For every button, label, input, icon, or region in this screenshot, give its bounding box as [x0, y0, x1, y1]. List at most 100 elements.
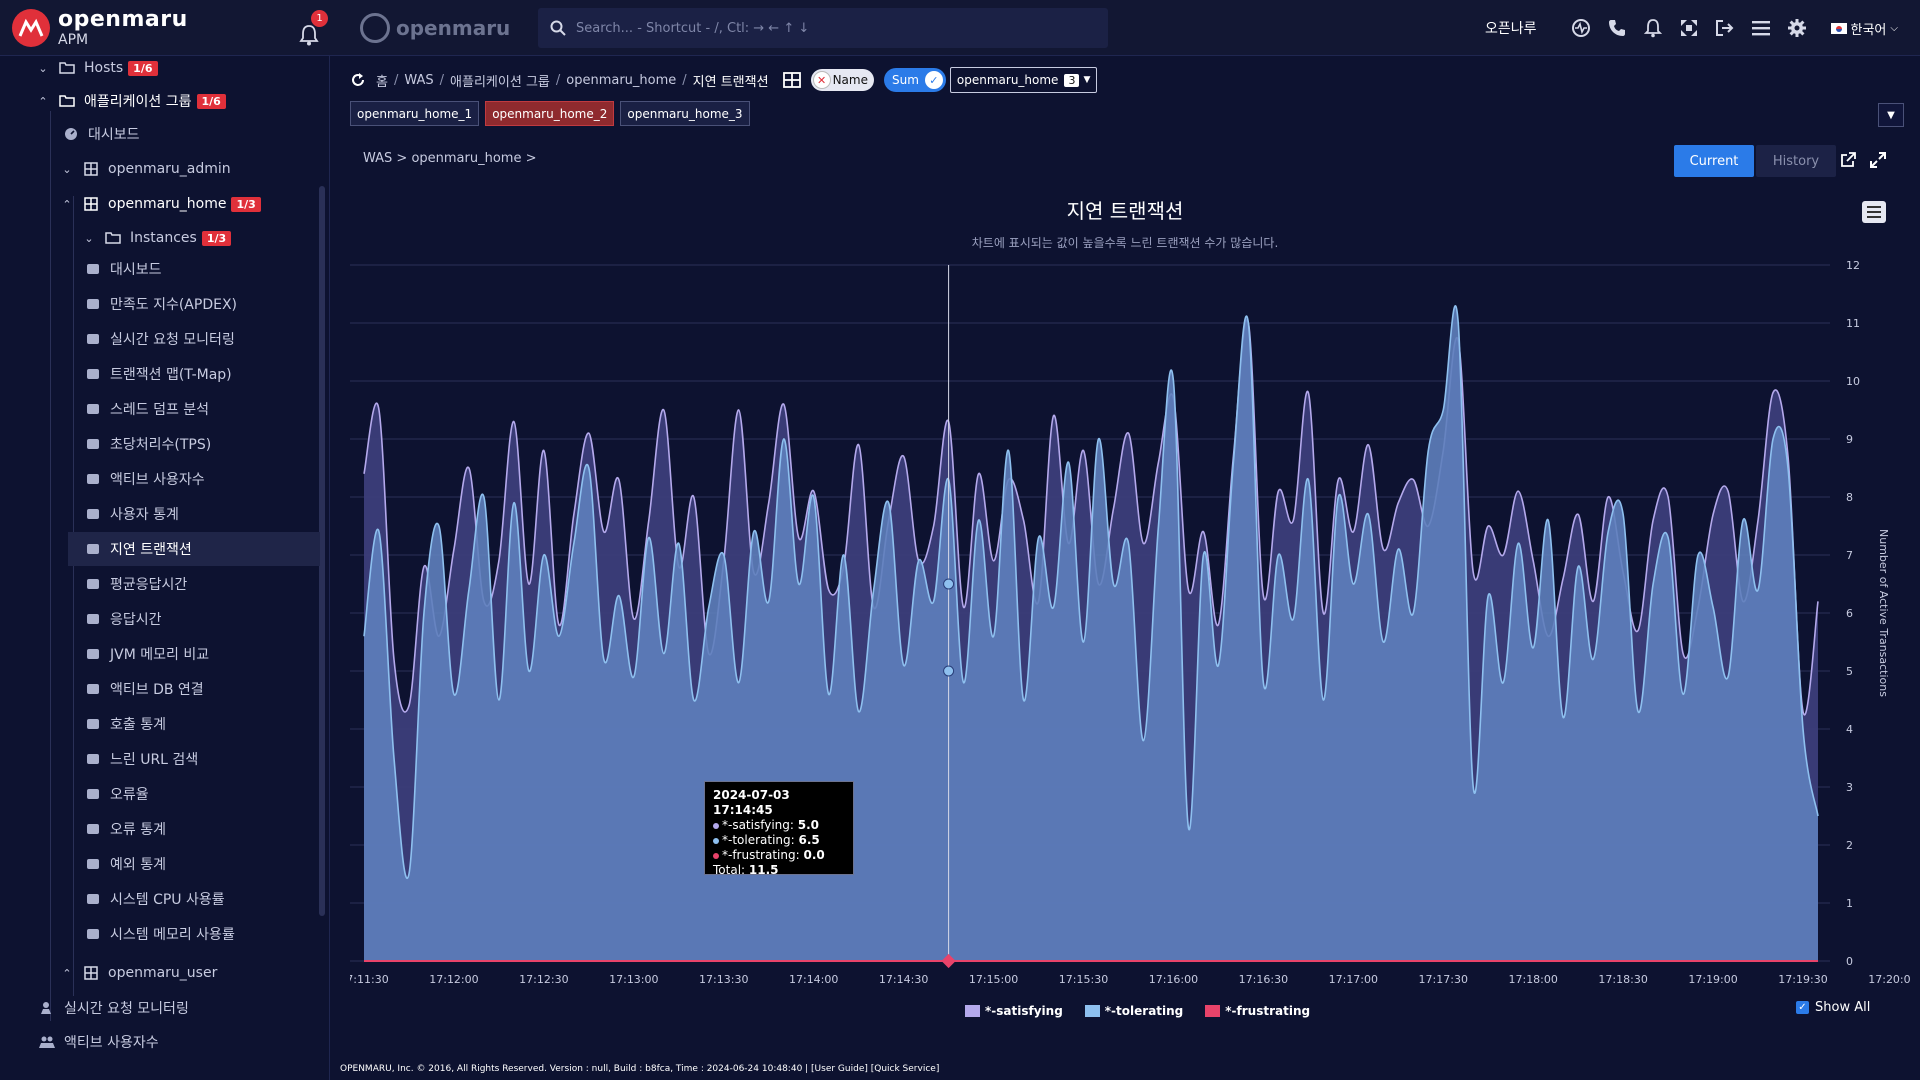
x-tick-label: 17:17:00: [1329, 973, 1378, 986]
sidebar-item-group-dashboard[interactable]: 대시보드: [62, 117, 140, 151]
history-button[interactable]: History: [1756, 145, 1836, 177]
sidebar-menu-item[interactable]: 느린 URL 검색: [68, 742, 320, 776]
sidebar-item-label: 액티브 사용자수: [64, 1035, 159, 1051]
phone-button[interactable]: [1599, 0, 1635, 56]
sidebar-menu-item[interactable]: 호출 통계: [68, 707, 320, 741]
legend-item-satisfying[interactable]: *-satisfying: [965, 1004, 1063, 1018]
sidebar-item-label: 사용자 통계: [110, 507, 179, 523]
instance-tab[interactable]: openmaru_home_1: [350, 101, 480, 126]
sidebar-item-label: 지연 트랜잭션: [110, 542, 192, 558]
sum-toggle[interactable]: Sum ✓: [883, 68, 946, 92]
sidebar-item-openmaru-admin[interactable]: ⌄ openmaru_admin: [60, 152, 230, 186]
instance-tab[interactable]: openmaru_home_3: [620, 101, 750, 126]
sidebar-menu-item[interactable]: 오류 통계: [68, 812, 320, 846]
caret-down-icon: ▼: [1083, 75, 1091, 85]
x-tick-label: 17:17:30: [1419, 973, 1468, 986]
sidebar-item-label: 대시보드: [88, 127, 140, 143]
show-all-checkbox[interactable]: ✓ Show All: [1796, 1000, 1870, 1015]
sidebar-menu-item[interactable]: 지연 트랜잭션: [68, 532, 320, 566]
sidebar-item-hosts[interactable]: ⌄ Hosts 1/6: [36, 56, 158, 85]
sidebar-scrollbar[interactable]: [319, 186, 325, 916]
sidebar-item-label: 오류 통계: [110, 822, 166, 838]
chart-menu-button[interactable]: [1862, 201, 1886, 223]
app-logo[interactable]: openmaru APM 1: [12, 8, 328, 47]
sidebar-menu-item[interactable]: 응답시간: [68, 602, 320, 636]
status-badge: 1/6: [128, 60, 158, 76]
legend-item-tolerating[interactable]: *-tolerating: [1084, 1004, 1183, 1018]
sidebar-menu-item[interactable]: 만족도 지수(APDEX): [68, 287, 320, 321]
chevron-down-icon: ⌄: [84, 231, 94, 245]
sidebar-item-active-users[interactable]: 액티브 사용자수: [38, 1025, 159, 1059]
sidebar-menu-item[interactable]: 예외 통계: [68, 847, 320, 881]
sidebar-menu-item[interactable]: 액티브 사용자수: [68, 462, 320, 496]
notification-button[interactable]: 1: [297, 9, 328, 45]
sidebar-item-realtime-monitoring[interactable]: 실시간 요청 모니터링: [38, 991, 189, 1025]
sidebar-item-label: 트랜잭션 맵(T-Map): [110, 367, 232, 383]
sidebar-menu-item[interactable]: 스레드 덤프 분석: [68, 392, 320, 426]
sidebar-item-openmaru-user[interactable]: ⌃ openmaru_user: [60, 956, 217, 990]
breadcrumb-app-group[interactable]: 애플리케이션 그룹: [450, 74, 550, 90]
x-tick-label: 17:13:30: [699, 973, 748, 986]
status-badge: 1/3: [231, 196, 261, 212]
alarm-button[interactable]: [1635, 0, 1671, 56]
series-line-satisfying: [363, 319, 1819, 716]
series-line-tolerating: [363, 305, 1819, 879]
name-toggle[interactable]: ✕ Name: [810, 69, 874, 91]
bell-icon: [299, 24, 319, 45]
users-icon: [38, 1035, 56, 1049]
fullscreen-button[interactable]: [1870, 152, 1886, 172]
y-tick-label: 12: [1846, 259, 1860, 272]
sidebar-menu-item[interactable]: 트랜잭션 맵(T-Map): [68, 357, 320, 391]
sidebar-item-instances[interactable]: ⌄ Instances 1/3: [82, 221, 232, 255]
tooltip-time: 2024-07-03 17:14:45: [713, 788, 790, 817]
search-input[interactable]: [576, 20, 1076, 36]
logout-button[interactable]: [1707, 0, 1743, 56]
sidebar-menu-item[interactable]: 평균응답시간: [68, 567, 320, 601]
tooltip-series-name: *-satisfying: [722, 818, 790, 832]
breadcrumb-was[interactable]: WAS: [404, 72, 434, 88]
hover-point-tolerating: [943, 578, 955, 590]
tps-icon: [84, 437, 102, 451]
user-name[interactable]: 오픈나루: [1484, 21, 1537, 37]
chevron-down-icon: ⌵: [1890, 22, 1898, 34]
sidebar-menu-item[interactable]: 시스템 메모리 사용률: [68, 917, 320, 951]
collapse-button[interactable]: ▼: [1878, 103, 1904, 127]
monitor-button[interactable]: [1563, 0, 1599, 56]
chevron-up-icon: ⌃: [38, 94, 48, 108]
breadcrumb-openmaru-home[interactable]: openmaru_home: [566, 72, 677, 88]
sidebar-item-openmaru-home[interactable]: ⌃ openmaru_home 1/3: [60, 187, 261, 221]
sidebar-item-label: 액티브 사용자수: [110, 472, 205, 488]
sidebar-item-app-group[interactable]: ⌃ 애플리케이션 그룹 1/6: [36, 84, 226, 118]
grid-icon[interactable]: [782, 72, 801, 88]
sidebar-menu-item[interactable]: 대시보드: [68, 252, 320, 286]
y-tick-label: 11: [1846, 317, 1860, 330]
breadcrumb-home[interactable]: 홈: [376, 74, 388, 90]
search-bar[interactable]: [538, 8, 1108, 48]
expand-button[interactable]: [1671, 0, 1707, 56]
settings-button[interactable]: [1779, 0, 1815, 56]
sidebar-item-label: openmaru_home: [108, 196, 227, 212]
sidebar-item-label: 만족도 지수(APDEX): [110, 297, 238, 313]
instance-tab-selected[interactable]: openmaru_home_2: [485, 101, 615, 126]
sidebar-item-label: 예외 통계: [110, 857, 166, 873]
y-tick-label: 6: [1846, 607, 1853, 620]
sidebar-menu-item[interactable]: 액티브 DB 연결: [68, 672, 320, 706]
popout-button[interactable]: [1840, 152, 1856, 172]
cpu-icon: [84, 892, 102, 906]
logout-icon: [1715, 20, 1733, 36]
grid-icon: [82, 197, 100, 211]
sidebar-menu-item[interactable]: 시스템 CPU 사용률: [68, 882, 320, 916]
sidebar-menu-item[interactable]: 사용자 통계: [68, 497, 320, 531]
refresh-icon[interactable]: [350, 72, 366, 88]
instance-select[interactable]: openmaru_home 3 ▼: [949, 67, 1098, 93]
sidebar-menu-item[interactable]: 오류율: [68, 777, 320, 811]
menu-button[interactable]: [1743, 0, 1779, 56]
language-selector[interactable]: 한국어 ⌵: [1830, 19, 1898, 38]
sidebar-menu-item[interactable]: 실시간 요청 모니터링: [68, 322, 320, 356]
legend-item-frustrating[interactable]: *-frustrating: [1205, 1004, 1310, 1018]
sidebar-menu-item[interactable]: JVM 메모리 비교: [68, 637, 320, 671]
current-button[interactable]: Current: [1674, 145, 1754, 177]
sidebar-item-label: Instances: [130, 230, 197, 246]
sidebar-menu-item[interactable]: 초당처리수(TPS): [68, 427, 320, 461]
